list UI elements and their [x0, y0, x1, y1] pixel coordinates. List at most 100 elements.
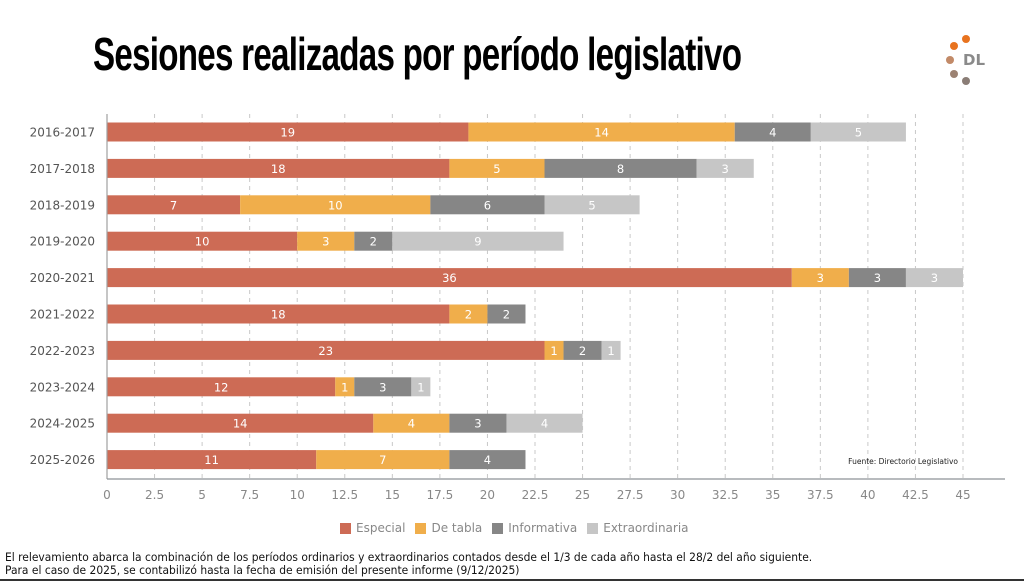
data-label: 12: [214, 380, 229, 394]
category-label: 2016-2017: [30, 126, 95, 140]
logo-dot-icon: [962, 35, 970, 43]
data-label: 7: [379, 453, 386, 467]
page-title: Sesiones realizadas por período legislat…: [93, 28, 742, 80]
legend-item-especial: Especial: [340, 521, 405, 535]
category-label: 2020-2021: [30, 271, 95, 285]
bar-segment-extraordinaria: [810, 122, 906, 142]
x-tick-label: 45: [955, 488, 970, 502]
bar-segment-especial: [107, 450, 317, 470]
bar-segment-informativa: [354, 231, 393, 251]
data-label: 18: [271, 162, 286, 176]
data-label: 3: [722, 162, 729, 176]
data-label: 4: [484, 453, 491, 467]
bar-segment-informativa: [544, 158, 697, 178]
bar-segment-especial: [107, 304, 450, 324]
data-label: 7: [170, 198, 177, 212]
footer-line-1: El relevamiento abarca la combinación de…: [5, 550, 813, 564]
legend-label: Extraordinaria: [603, 521, 689, 535]
bar-segment-de-tabla: [791, 268, 849, 288]
bar-segment-de-tabla: [316, 450, 450, 470]
bar-segment-especial: [107, 195, 241, 215]
x-tick-label: 35: [765, 488, 780, 502]
legend-swatch-icon: [492, 522, 504, 534]
category-label: 2021-2022: [30, 308, 95, 322]
logo-text: DL: [963, 51, 986, 69]
legend-label: Especial: [356, 521, 406, 535]
data-label: 1: [417, 380, 424, 394]
category-label: 2023-2024: [30, 380, 95, 394]
source-annotation: Fuente: Directorio Legislativo: [848, 457, 958, 466]
bar-segment-informativa: [449, 450, 526, 470]
bar-segment-especial: [107, 158, 450, 178]
data-label: 3: [379, 380, 386, 394]
data-label: 6: [484, 198, 491, 212]
bar-segment-informativa: [430, 195, 545, 215]
logo-dot-icon: [950, 42, 958, 50]
bar-segment-extraordinaria: [601, 340, 621, 360]
data-label: 5: [493, 162, 500, 176]
bar-segment-especial: [107, 340, 545, 360]
x-tick-label: 22.5: [522, 488, 549, 502]
legend-item-informativa: Informativa: [492, 521, 577, 535]
data-label: 4: [541, 417, 548, 431]
data-label: 1: [550, 344, 557, 358]
legend-item-de-tabla: De tabla: [415, 521, 482, 535]
axes: 2016-20172017-20182018-20192019-20202020…: [30, 114, 1005, 502]
bar-segment-informativa: [449, 413, 507, 433]
logo-dot-icon: [946, 56, 954, 64]
category-label: 2022-2023: [30, 344, 95, 358]
footer-note: El relevamiento abarca la combinación de…: [5, 551, 812, 577]
bar-segment-extraordinaria: [544, 195, 640, 215]
legend-item-extraordinaria: Extraordinaria: [587, 521, 689, 535]
bar-segment-informativa: [563, 340, 602, 360]
bar-segment-extraordinaria: [392, 231, 564, 251]
x-tick-label: 25: [575, 488, 590, 502]
data-label: 19: [280, 126, 295, 140]
data-label: 4: [408, 417, 415, 431]
bar-segment-de-tabla: [544, 340, 564, 360]
data-label: 2: [465, 308, 472, 322]
legend-swatch-icon: [340, 522, 351, 534]
data-label: 2: [370, 235, 377, 249]
bar-segment-informativa: [734, 122, 811, 142]
data-label: 36: [442, 271, 457, 285]
legend-swatch-icon: [415, 522, 427, 534]
x-tick-label: 12.5: [331, 488, 358, 502]
data-label: 10: [328, 198, 343, 212]
data-label: 4: [769, 126, 776, 140]
bar-segment-de-tabla: [373, 413, 450, 433]
dl-logo: DL: [940, 32, 1000, 92]
x-tick-label: 2.5: [145, 488, 164, 502]
x-tick-label: 32.5: [712, 488, 739, 502]
data-label: 2: [503, 308, 510, 322]
x-tick-label: 10: [290, 488, 305, 502]
category-label: 2025-2026: [30, 453, 95, 467]
x-tick-label: 15: [385, 488, 400, 502]
data-label: 5: [588, 198, 595, 212]
x-tick-label: 5: [198, 488, 206, 502]
bar-segment-extraordinaria: [506, 413, 583, 433]
x-tick-label: 0: [103, 488, 111, 502]
legend: Especial De tabla Informativa Extraordinari…: [340, 521, 689, 535]
data-label: 9: [474, 235, 481, 249]
x-tick-label: 30: [670, 488, 685, 502]
data-label: 18: [271, 308, 286, 322]
bars: 19 14 4 518 5 8 37 10 6 510 3 2 936 3 3 318 2 223 1 2 112 1 3 1…: [107, 122, 963, 470]
logo-dot-icon: [962, 77, 970, 85]
bar-segment-especial: [107, 231, 298, 251]
category-label: 2018-2019: [30, 198, 95, 212]
bar-segment-de-tabla: [468, 122, 735, 142]
logo-dot-icon: [950, 70, 958, 78]
bar-segment-extraordinaria: [905, 268, 963, 288]
bar-segment-extraordinaria: [411, 377, 431, 397]
bar-segment-de-tabla: [297, 231, 355, 251]
category-label: 2017-2018: [30, 162, 95, 176]
data-label: 14: [233, 417, 248, 431]
data-label: 1: [607, 344, 614, 358]
data-label: 3: [817, 271, 824, 285]
data-label: 3: [931, 271, 938, 285]
x-tick-label: 7.5: [240, 488, 259, 502]
bar-segment-de-tabla: [449, 158, 545, 178]
category-label: 2019-2020: [30, 235, 95, 249]
x-tick-label: 42.5: [902, 488, 929, 502]
